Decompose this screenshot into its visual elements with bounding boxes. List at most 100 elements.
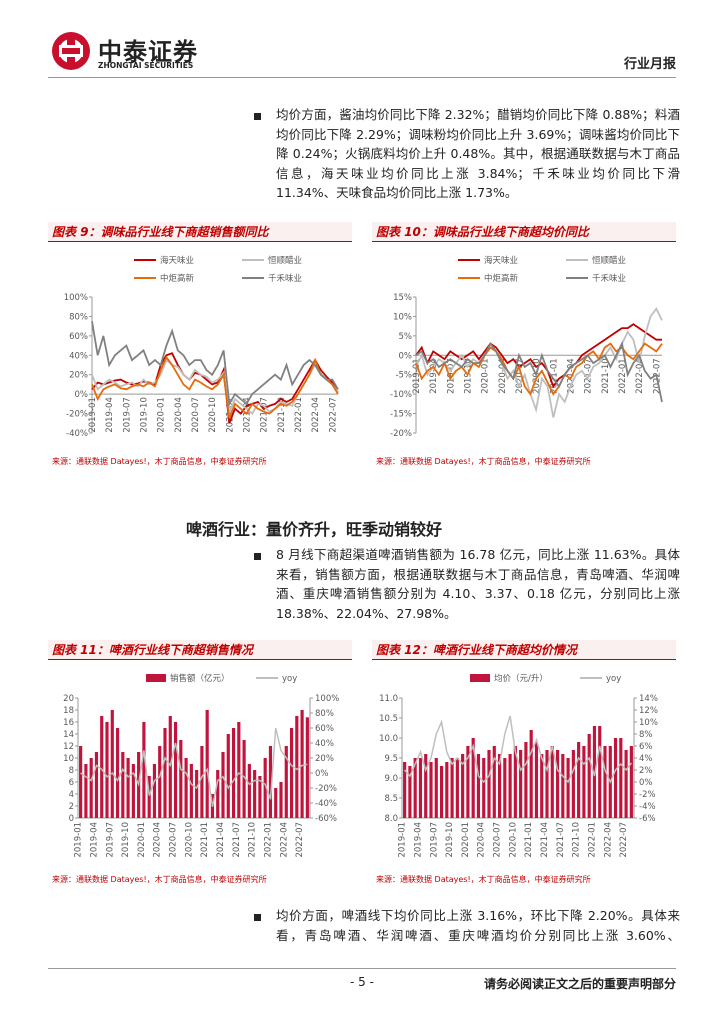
bar	[582, 746, 586, 818]
y-tick-label: -40%	[315, 799, 337, 809]
bar	[482, 758, 486, 818]
x-tick-label: 2020-04	[174, 397, 184, 433]
bar	[561, 754, 565, 818]
y-tick-label: 5%	[399, 332, 413, 342]
bar	[619, 738, 623, 818]
x-tick-label: 2019-07	[429, 822, 439, 858]
x-tick-label: 2020-04	[153, 822, 163, 858]
y-tick-label: 15%	[393, 293, 412, 303]
legend-label: 均价（元/升）	[494, 673, 548, 684]
y-tick-label: 8.5	[384, 794, 398, 804]
bar	[231, 728, 236, 818]
figure-source: 来源：通联数据 Datayes!，木丁商品信息，中泰证券研究所	[376, 875, 591, 884]
bar	[497, 754, 502, 818]
bar	[152, 764, 157, 818]
x-tick-label: 2021-04	[216, 822, 226, 858]
x-tick-label: 2021-07	[556, 822, 566, 858]
legend-label: 中炬高新	[484, 273, 519, 284]
x-tick-label: 2020-01	[157, 397, 167, 433]
figure-title: 图表 11：啤酒行业线下商超销售情况	[48, 640, 352, 660]
bar	[268, 746, 273, 818]
x-tick-label: 2021-10	[248, 822, 258, 858]
x-tick-label: 2022-07	[295, 822, 305, 858]
bar	[519, 750, 523, 818]
bar	[571, 750, 575, 818]
y-tick-label: 18	[63, 706, 74, 716]
bar	[492, 746, 496, 818]
bar	[434, 758, 438, 818]
report-type: 行业月报	[623, 57, 676, 72]
x-tick-label: 2022-01	[618, 358, 628, 394]
bar	[429, 762, 433, 818]
y-tick-label: 0	[69, 814, 74, 824]
bar	[274, 788, 278, 818]
bar	[131, 764, 135, 818]
bar	[94, 752, 99, 818]
bar	[555, 750, 560, 818]
footer-rule	[48, 968, 676, 969]
x-tick-label: 2019-04	[413, 822, 423, 858]
bar	[279, 782, 283, 818]
legend-label: yoy	[282, 674, 297, 684]
x-tick-label: 2019-07	[105, 822, 115, 858]
y-tick-label: -2%	[639, 790, 656, 800]
y-tick-label: 16	[63, 718, 74, 728]
y-tick-label: -20%	[66, 410, 88, 420]
legend-swatch	[146, 674, 166, 682]
x-tick-label: 2020-01	[481, 358, 491, 394]
x-tick-label: 2020-10	[208, 397, 218, 433]
y-tick-label: 20%	[69, 371, 88, 381]
y-tick-label: 80%	[315, 709, 334, 719]
bar	[163, 728, 167, 818]
header-rule	[48, 77, 676, 78]
bar	[624, 750, 628, 818]
x-tick-label: 2019-01	[398, 822, 408, 858]
bullet	[254, 553, 261, 560]
y-tick-label: 12%	[639, 706, 658, 716]
y-tick-label: 10	[63, 754, 74, 764]
x-tick-label: 2020-07	[493, 822, 503, 858]
x-tick-label: 2022-01	[263, 822, 273, 858]
bar	[587, 734, 591, 818]
bar	[253, 770, 257, 818]
y-tick-label: 8%	[639, 730, 653, 740]
legend-label: 千禾味业	[592, 273, 626, 284]
series-line	[404, 715, 632, 784]
y-tick-label: 4%	[639, 754, 653, 764]
figure-title: 图表 9：调味品行业线下商超销售额同比	[48, 222, 352, 242]
bar	[529, 730, 533, 818]
y-tick-label: 10.0	[379, 734, 398, 744]
bar	[216, 770, 220, 818]
x-tick-label: 2022-04	[603, 822, 613, 858]
x-tick-label: 2021-01	[200, 822, 210, 858]
x-tick-label: 2022-04	[279, 822, 289, 858]
bar	[200, 746, 204, 818]
bar	[242, 740, 246, 818]
bar	[300, 710, 304, 818]
bar	[524, 742, 528, 818]
bar	[105, 722, 109, 818]
legend-label: 销售额（亿元）	[170, 673, 230, 684]
x-tick-label: 2022-01	[294, 397, 304, 433]
x-tick-label: 2021-10	[572, 822, 582, 858]
bar	[408, 766, 412, 818]
x-tick-label: 2021-04	[242, 397, 252, 433]
y-tick-label: -40%	[66, 429, 88, 439]
bar	[545, 750, 549, 818]
bar	[471, 738, 475, 818]
y-tick-label: 8.0	[384, 814, 398, 824]
bar	[205, 710, 209, 818]
bar	[173, 722, 178, 818]
y-tick-label: 4	[69, 790, 74, 800]
y-tick-label: 0%	[399, 351, 413, 361]
x-tick-label: 2020-04	[498, 358, 508, 394]
x-tick-label: 2020-10	[508, 822, 518, 858]
x-tick-label: 2020-01	[461, 822, 471, 858]
x-tick-label: 2019-07	[122, 397, 132, 433]
bullet	[254, 113, 261, 120]
x-tick-label: 2019-10	[139, 397, 149, 433]
series-line	[91, 321, 339, 407]
bar	[508, 754, 512, 818]
series-line	[91, 355, 339, 419]
